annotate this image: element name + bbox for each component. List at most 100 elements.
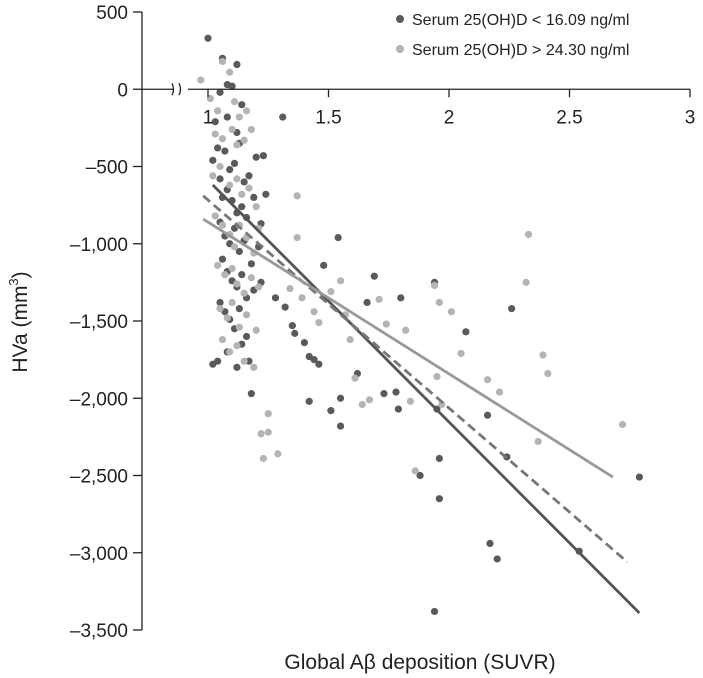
data-point — [218, 221, 227, 229]
data-point — [233, 141, 241, 149]
data-point — [298, 294, 306, 302]
data-point — [216, 162, 224, 171]
x-tick-label: 3 — [685, 107, 696, 128]
data-point — [274, 450, 282, 458]
data-point — [211, 130, 219, 138]
data-point — [363, 298, 371, 307]
x-tick-label: 1 — [203, 107, 214, 128]
data-point — [242, 332, 251, 341]
legend: Serum 25(OH)D < 16.09 ng/ml Serum 25(OH)D… — [396, 12, 629, 59]
data-point — [250, 193, 258, 201]
data-point — [315, 318, 323, 327]
data-point — [392, 388, 400, 396]
data-point — [216, 88, 224, 96]
data-point — [327, 407, 335, 415]
data-point — [397, 294, 405, 302]
data-point — [247, 260, 255, 268]
data-point — [264, 428, 272, 436]
data-point — [218, 57, 227, 66]
data-point — [493, 555, 501, 563]
data-point — [230, 243, 239, 251]
data-point — [218, 135, 227, 143]
data-point — [211, 118, 219, 126]
data-point — [438, 400, 446, 409]
data-point — [228, 264, 236, 273]
data-point — [462, 328, 470, 336]
data-point — [235, 113, 243, 121]
data-point — [240, 357, 248, 365]
axes: 500 0 –500 –1,000 –1,500 –2,000 –2,500 –3,000 –3… — [70, 3, 695, 642]
data-point — [209, 360, 217, 368]
data-point — [406, 397, 415, 405]
data-point — [483, 376, 492, 384]
data-point — [346, 335, 354, 344]
data-point — [240, 289, 248, 297]
data-point — [216, 298, 224, 307]
data-point — [286, 284, 294, 293]
data-point — [214, 107, 222, 115]
data-point — [293, 233, 301, 242]
data-point — [233, 175, 241, 183]
data-point — [524, 230, 533, 239]
data-point — [279, 113, 287, 121]
y-axis-title-superscript: 3 — [6, 278, 21, 285]
data-point — [242, 107, 251, 115]
data-point — [238, 271, 246, 279]
data-point — [336, 422, 345, 430]
data-point — [209, 172, 217, 180]
data-point — [214, 261, 222, 269]
data-point — [226, 181, 234, 189]
data-point — [288, 322, 296, 330]
y-axis-title-main: HVa (mm — [9, 286, 32, 373]
data-point — [226, 68, 234, 76]
data-point — [351, 374, 359, 382]
data-point — [618, 420, 627, 429]
data-point — [315, 360, 323, 368]
regression-line-1 — [211, 184, 641, 614]
y-tick-label: –2,000 — [70, 389, 128, 410]
data-point — [252, 326, 260, 334]
data-point — [264, 410, 272, 418]
data-point — [433, 373, 441, 381]
data-point — [240, 136, 248, 144]
data-point — [544, 369, 552, 378]
data-point — [281, 303, 289, 311]
data-point — [233, 342, 241, 350]
data-point — [245, 184, 253, 192]
data-point — [380, 390, 388, 398]
y-tick-label: –3,500 — [70, 621, 128, 642]
regression-line-3 — [202, 217, 614, 479]
regression-line-2 — [202, 194, 629, 564]
legend-label: Serum 25(OH)D > 24.30 ng/ml — [412, 42, 629, 59]
series-high-vitamin-d — [197, 57, 627, 475]
data-point — [209, 156, 217, 164]
data-point — [430, 281, 439, 290]
data-point — [486, 539, 494, 548]
data-point — [522, 278, 530, 286]
data-point — [247, 125, 255, 134]
data-point — [228, 298, 236, 307]
data-point — [242, 311, 251, 319]
data-point — [255, 283, 263, 291]
y-tick-label: 500 — [96, 3, 128, 24]
data-point — [336, 394, 345, 402]
data-point — [375, 295, 383, 303]
data-point — [539, 351, 547, 359]
data-point — [223, 113, 231, 121]
y-axis-title-close: ) — [9, 271, 32, 278]
data-point — [252, 203, 260, 211]
data-point — [235, 305, 243, 313]
y-tick-label: –2,500 — [70, 467, 128, 488]
data-point — [238, 203, 246, 211]
data-point — [223, 314, 231, 322]
data-point — [230, 98, 239, 106]
data-point — [197, 76, 205, 84]
data-point — [228, 82, 236, 90]
data-point — [635, 473, 643, 481]
data-point — [310, 308, 318, 316]
data-point — [305, 397, 313, 405]
data-point — [247, 274, 255, 282]
data-point — [214, 144, 222, 152]
data-point — [358, 400, 366, 409]
